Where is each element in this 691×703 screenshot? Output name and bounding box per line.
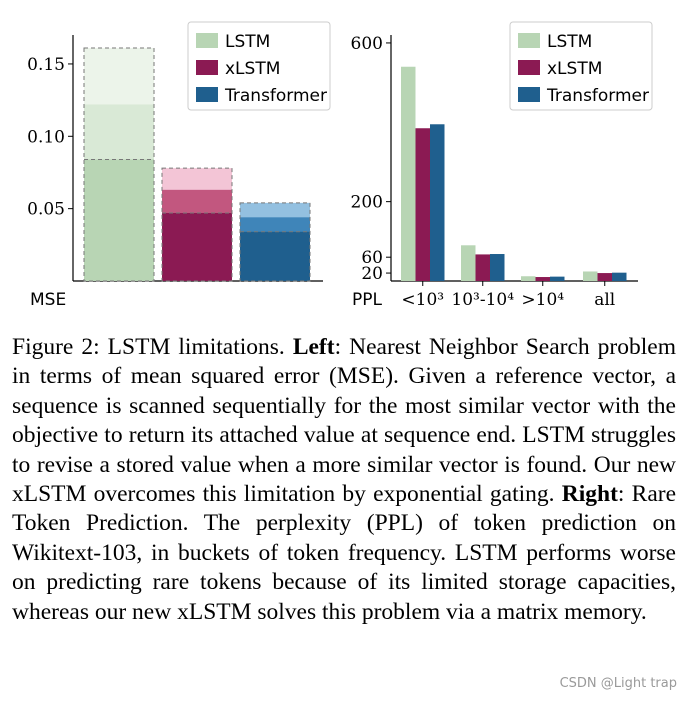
right-bar-xlstm-3 — [597, 273, 612, 281]
right-x-tick-label-3: all — [594, 290, 615, 310]
right-y-tick-label-0: 20 — [361, 264, 383, 284]
left-chart-mse: 0.05 0.10 0.15 MSE LSTM xLSTM Transformer — [27, 21, 331, 310]
left-legend-label-2: Transformer — [224, 86, 327, 106]
right-y-tick-label-3: 600 — [351, 34, 383, 54]
right-legend-label-1: xLSTM — [547, 59, 602, 79]
left-bar-lstm-seg-2 — [84, 159, 154, 281]
caption-right-heading: Right — [561, 481, 618, 508]
right-legend-swatch-1 — [518, 60, 540, 75]
right-y-tick-label-1: 60 — [361, 248, 383, 268]
right-bar-xlstm-0 — [415, 128, 430, 281]
right-bar-xlstm-2 — [535, 277, 550, 281]
right-bar-xlstm-1 — [475, 254, 490, 281]
right-y-tick-label-2: 200 — [351, 193, 383, 213]
right-bar-transformer-0 — [430, 124, 445, 281]
left-y-axis-name: MSE — [30, 290, 66, 310]
right-bar-transformer-3 — [612, 272, 627, 281]
left-legend-label-1: xLSTM — [225, 59, 280, 79]
right-legend — [509, 21, 653, 111]
left-y-tick-label-0: 0.05 — [27, 200, 65, 220]
right-bar-transformer-1 — [490, 254, 505, 281]
left-y-tick-label-2: 0.15 — [27, 55, 65, 75]
left-bar-xlstm-seg-2 — [162, 212, 232, 281]
right-x-tick-label-1: 10³-10⁴ — [451, 290, 514, 310]
caption-right-text: : Rare Token Prediction. The perplexity … — [12, 481, 677, 625]
left-legend-label-0: LSTM — [225, 32, 270, 52]
caption-left-text: : Nearest Neighbor Search problem in ter… — [12, 334, 676, 508]
caption-label: Figure 2: LSTM limitations. — [12, 334, 285, 360]
caption-left-heading: Left — [292, 334, 335, 360]
left-bar-outline-xlstm — [161, 167, 233, 282]
left-legend-swatch-2 — [196, 87, 218, 102]
right-x-tick-label-0: <10³ — [401, 290, 444, 310]
figure-caption: Figure 2: LSTM limitations. Left: Neares… — [12, 333, 676, 627]
left-y-tick-label-1: 0.10 — [27, 127, 65, 147]
right-bar-transformer-2 — [550, 276, 565, 281]
right-legend-swatch-0 — [518, 33, 540, 48]
right-bar-lstm-0 — [401, 66, 416, 281]
right-legend-swatch-2 — [518, 87, 540, 102]
left-legend — [187, 21, 331, 111]
figure-2: 0.05 0.10 0.15 MSE LSTM xLSTM Transformer 20 60… — [0, 0, 691, 320]
right-bar-lstm-3 — [583, 271, 598, 281]
left-bar-outline-transformer — [239, 202, 311, 282]
right-y-axis-name: PPL — [352, 290, 383, 310]
right-x-tick-label-2: >10⁴ — [521, 290, 564, 310]
watermark: CSDN @Light trap — [559, 676, 677, 691]
right-legend-label-0: LSTM — [547, 32, 592, 52]
left-legend-swatch-0 — [196, 33, 218, 48]
right-bar-lstm-2 — [521, 276, 536, 281]
left-bar-transformer-seg-2 — [240, 231, 310, 281]
right-bar-lstm-1 — [461, 245, 476, 281]
left-bar-outline-lstm — [83, 47, 155, 282]
left-legend-swatch-1 — [196, 60, 218, 75]
right-legend-label-2: Transformer — [546, 86, 649, 106]
